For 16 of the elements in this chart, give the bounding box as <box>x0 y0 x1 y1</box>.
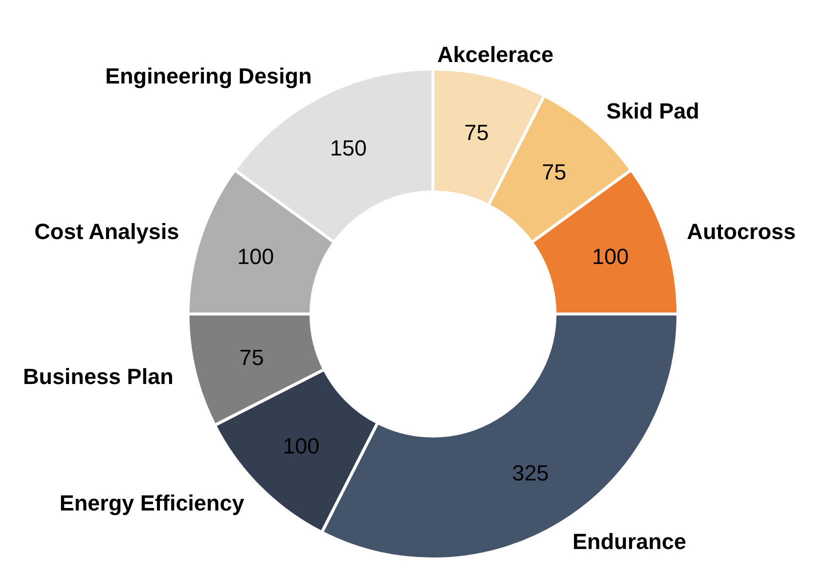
slice-label: Cost Analysis <box>34 218 180 244</box>
data-label: 75 <box>239 345 264 370</box>
slice-label: Akcelerace <box>437 42 554 67</box>
slice-label: Autocross <box>686 218 796 244</box>
data-label: 75 <box>464 120 489 146</box>
data-label: 100 <box>592 244 629 269</box>
data-label: 100 <box>282 433 320 458</box>
slice-label: Business Plan <box>22 364 174 389</box>
data-label: 150 <box>330 135 367 160</box>
slice-label: Endurance <box>572 529 686 554</box>
slice-label: Energy Efficiency <box>60 490 245 516</box>
slice-label: Skid Pad <box>606 98 700 124</box>
data-label: 325 <box>512 460 549 486</box>
data-label: 75 <box>542 160 566 185</box>
slice-label: Engineering Design <box>105 64 312 89</box>
data-label: 100 <box>237 244 274 269</box>
